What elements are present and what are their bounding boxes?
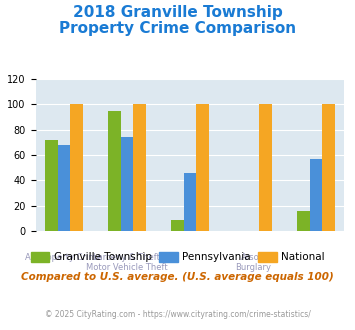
Text: © 2025 CityRating.com - https://www.cityrating.com/crime-statistics/: © 2025 CityRating.com - https://www.city… [45, 310, 310, 319]
Bar [184, 173, 196, 231]
Bar [171, 220, 184, 231]
Text: Compared to U.S. average. (U.S. average equals 100): Compared to U.S. average. (U.S. average … [21, 272, 334, 282]
Bar [322, 105, 335, 231]
Bar [70, 105, 83, 231]
Bar [259, 105, 272, 231]
Bar [121, 137, 133, 231]
Text: 2018 Granville Township: 2018 Granville Township [73, 5, 282, 20]
Bar [297, 211, 310, 231]
Bar [45, 140, 58, 231]
Text: All Property Crime: All Property Crime [26, 252, 102, 261]
Bar [310, 159, 322, 231]
Text: Property Crime Comparison: Property Crime Comparison [59, 21, 296, 36]
Text: Arson
Burglary: Arson Burglary [235, 252, 271, 272]
Bar [58, 145, 70, 231]
Legend: Granville Township, Pennsylvania, National: Granville Township, Pennsylvania, Nation… [27, 248, 328, 267]
Bar [196, 105, 209, 231]
Bar [108, 111, 121, 231]
Text: Larceny & Theft
Motor Vehicle Theft: Larceny & Theft Motor Vehicle Theft [86, 252, 168, 272]
Bar [133, 105, 146, 231]
